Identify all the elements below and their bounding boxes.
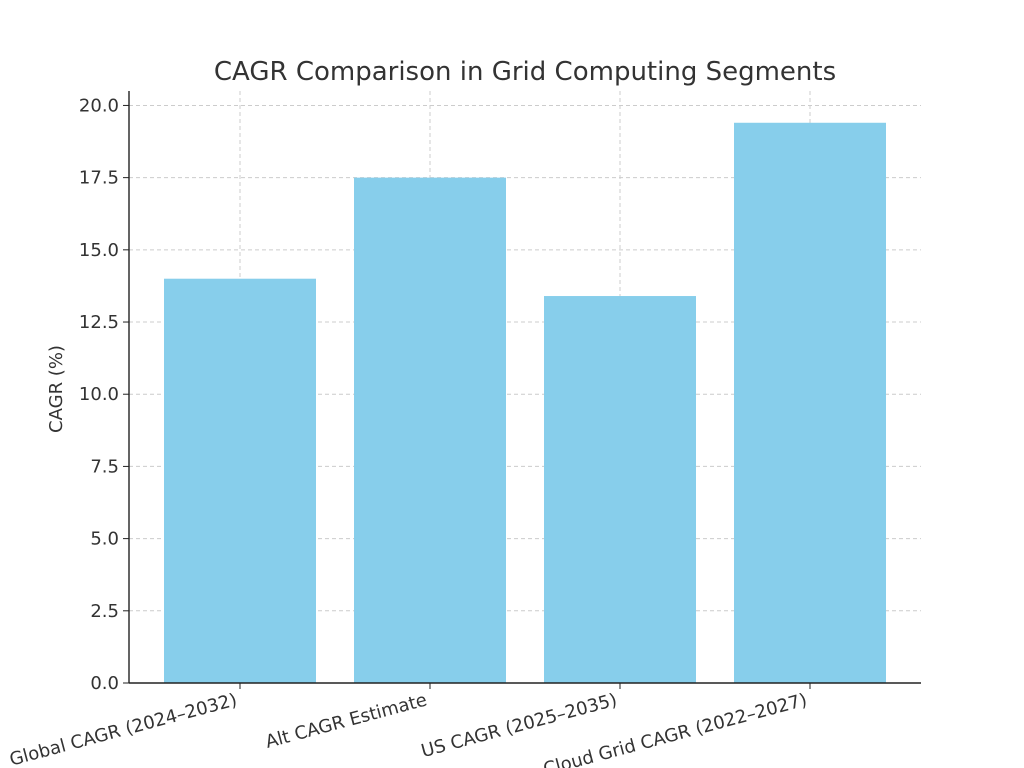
- bar-1: [164, 278, 316, 683]
- bars: [164, 122, 886, 683]
- axes: [128, 91, 921, 684]
- y-tick-label: 15.0: [79, 240, 119, 261]
- y-tick-label: 17.5: [79, 168, 119, 189]
- y-tick-label: 7.5: [90, 456, 119, 477]
- y-axis-label: CAGR (%): [46, 345, 67, 433]
- y-tick-label: 2.5: [90, 601, 119, 622]
- y-tick-label: 10.0: [79, 384, 119, 405]
- x-tick-label: Alt CAGR Estimate: [263, 690, 429, 753]
- bar-3: [544, 296, 696, 683]
- y-tick-label: 0.0: [90, 673, 119, 694]
- y-tick-label: 12.5: [79, 312, 119, 333]
- chart-title: CAGR Comparison in Grid Computing Segmen…: [214, 57, 836, 87]
- y-tick-label: 20.0: [79, 95, 119, 116]
- x-tick-labels: Global CAGR (2024–2032) Alt CAGR Estimate…: [7, 683, 811, 768]
- bar-4: [734, 122, 886, 683]
- y-tick-labels: 0.0 2.5 5.0 7.5 10.0 12.5 15.0 17.5 20.0: [79, 95, 129, 694]
- bar-2: [354, 177, 506, 683]
- y-tick-label: 5.0: [90, 529, 119, 550]
- x-tick-label: Global CAGR (2024–2032): [7, 690, 239, 768]
